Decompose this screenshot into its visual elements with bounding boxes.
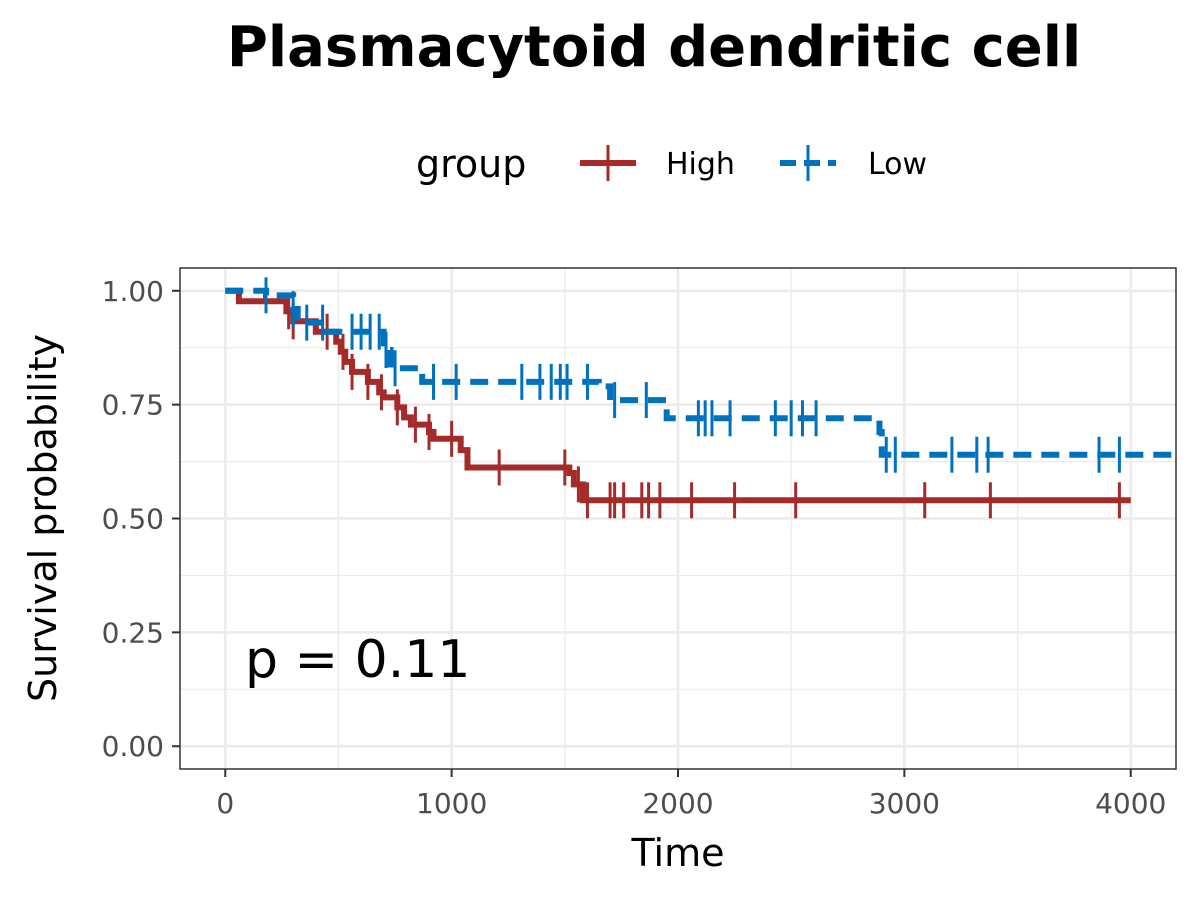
x-tick-label: 4000	[1095, 787, 1166, 820]
p-value-annotation: p = 0.11	[245, 630, 470, 690]
x-tick-label: 0	[216, 787, 234, 820]
y-tick-label: 0.50	[102, 503, 164, 536]
x-axis-title: Time	[631, 831, 725, 875]
x-tick-label: 1000	[416, 787, 487, 820]
chart-title: Plasmacytoid dendritic cell	[227, 15, 1081, 80]
y-tick-label: 0.75	[102, 389, 164, 422]
y-tick-label: 1.00	[102, 275, 164, 308]
legend-label-high: High	[666, 147, 735, 182]
y-axis-title: Survival probability	[21, 334, 65, 702]
y-tick-label: 0.00	[102, 730, 164, 763]
plot-panel: p = 0.11 0 1000 2000 3000 4000 0.00 0.25 0.50 0.7…	[102, 267, 1177, 820]
x-tick-label: 3000	[869, 787, 940, 820]
legend-entry-high: High	[580, 145, 735, 182]
x-tick-label: 2000	[642, 787, 713, 820]
y-tick-label: 0.25	[102, 616, 164, 649]
legend: group High Low	[416, 142, 927, 186]
legend-entry-low: Low	[780, 145, 927, 182]
legend-title: group	[416, 142, 526, 186]
legend-label-low: Low	[868, 147, 927, 182]
